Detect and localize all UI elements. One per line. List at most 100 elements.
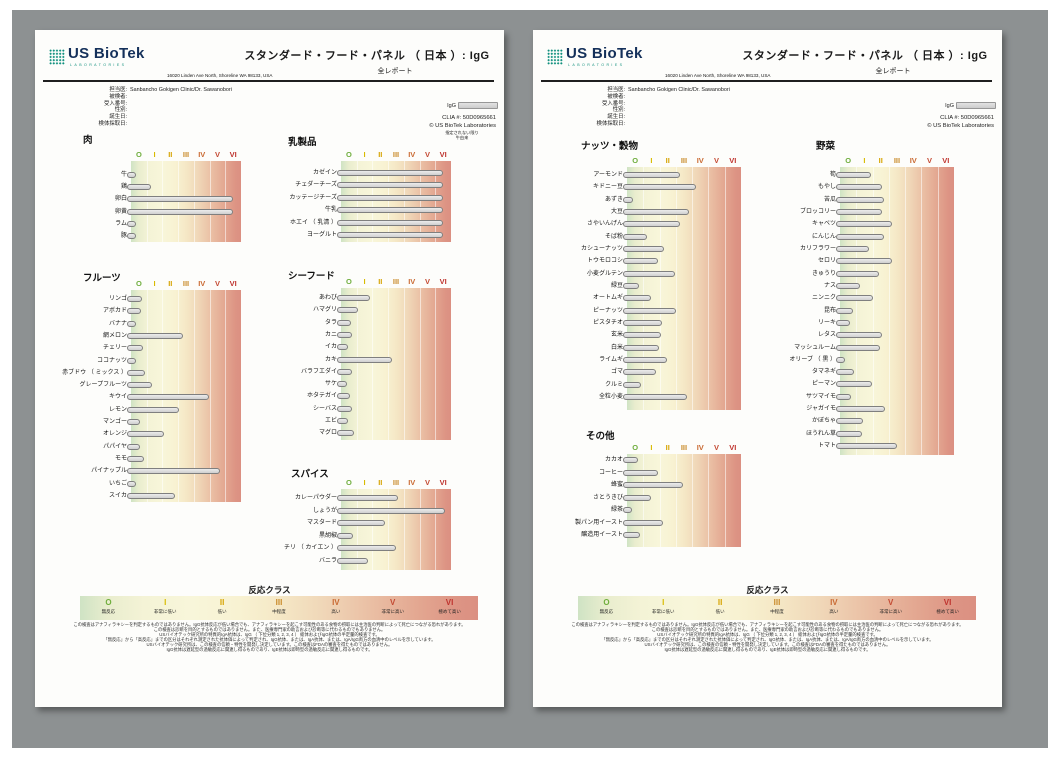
scale-letter: III (893, 156, 901, 165)
value-bar (127, 369, 145, 376)
scale-letter: II (665, 156, 670, 165)
value-bar (836, 319, 851, 326)
row-label: ハマグリ (312, 307, 337, 314)
value-bar (127, 196, 233, 203)
value-bar (623, 381, 642, 388)
scale-letter: O (135, 150, 142, 159)
value-bar (337, 430, 354, 437)
field-label: 検体採取日: (98, 120, 127, 127)
section-title: フルーツ (83, 273, 121, 284)
row-label: ブロッコリー (799, 209, 836, 215)
scale-header: O I II III IV V VI (131, 279, 241, 288)
disclaimer-line: IgG抗体は遅延型の過敏反応に関連し得るものであり、IgE抗体は即時型の過敏反応… (664, 647, 871, 652)
row-label: キドニー豆 (592, 184, 623, 191)
grid-line (921, 167, 923, 455)
scale-header: O I II III IV V VI (840, 156, 954, 165)
scale-letter: V (424, 478, 430, 487)
value-bar (337, 319, 351, 326)
value-bar (836, 443, 897, 449)
reaction-numeral: II (219, 598, 225, 607)
scale-letter: II (878, 156, 883, 165)
row-label: スイカ (108, 492, 127, 499)
value-bar (127, 394, 210, 401)
row-label: ナス (823, 282, 836, 289)
value-bar (623, 532, 640, 538)
reaction-class-cell: III 中程度 (749, 596, 806, 620)
grid-line (193, 161, 195, 242)
clia-number: CLIA #: 50D0965661 (940, 115, 994, 121)
row-label: パイナップル (91, 468, 127, 475)
row-label: キャベツ (811, 221, 836, 228)
value-bar (623, 494, 652, 501)
value-bar (127, 296, 143, 302)
value-bar (127, 468, 221, 475)
plot-area (341, 489, 451, 570)
grid-line (435, 489, 437, 570)
reaction-label: 高い (829, 609, 839, 614)
reaction-class-cell: V 非常に高い (364, 596, 421, 620)
scale-letter: I (363, 277, 366, 286)
reaction-numeral: III (275, 598, 283, 607)
row-label: あずき (604, 196, 623, 203)
field-value: Sanbancho Gokigen Clinic/Dr. Sawanobori (628, 87, 730, 93)
row-label: トウモロコシ (586, 258, 623, 265)
row-label: カゼイン (312, 170, 337, 176)
reaction-numeral: O (105, 598, 112, 607)
value-bar (623, 233, 647, 240)
value-bar (836, 233, 885, 240)
row-label: ヨーグルト (306, 232, 337, 238)
disclaimer-line: この検査はアナフィラキシーを判定するものではありません。IgG抗体反応が低い場合… (73, 622, 466, 627)
reaction-class-cell: VI 極めて高い (421, 596, 478, 620)
scale-letter: O (632, 443, 639, 452)
value-bar (836, 282, 860, 289)
reaction-class-cell: III 中程度 (251, 596, 308, 620)
row-label: 大豆 (610, 209, 623, 215)
scale-header: O I II III IV V VI (131, 150, 241, 159)
dairy-note: 指定されない限り 牛由来 (430, 130, 494, 141)
scale-letter: V (424, 277, 430, 286)
value-bar (127, 480, 136, 487)
disclaimer-line: この検査は診断を目的とするものではありません。また、医療専門家の助言および診断等… (651, 627, 884, 632)
field-row: 検体採取日: (35, 121, 232, 128)
field-row: 誕生日: (533, 114, 730, 121)
scale-letter: IV (408, 478, 416, 487)
copyright: © US BioTek Laboratories (429, 123, 496, 129)
row-label: カリフラワー (799, 245, 836, 252)
scale-letter: O (345, 277, 352, 286)
value-bar (337, 368, 352, 375)
reaction-label: 無反応 (599, 609, 614, 614)
field-row: 検体採取日: (533, 121, 730, 128)
value-bar (836, 356, 845, 363)
grid-line (178, 290, 180, 502)
reaction-numeral: II (717, 598, 723, 607)
row-label: シーバス (313, 405, 337, 412)
reaction-label: 中程度 (770, 609, 784, 614)
row-label: オートムギ (592, 295, 623, 302)
section-title: 野菜 (816, 141, 836, 152)
row-label: 筍 (829, 172, 836, 178)
grid-line (419, 161, 421, 242)
scale-letter: V (214, 279, 220, 288)
row-label: そば粉 (604, 233, 623, 240)
brand-sub-label: LABORATORIES (70, 63, 127, 67)
row-label: 緑豆 (610, 283, 623, 289)
field-row: 受入番号: (533, 101, 730, 108)
value-bar (836, 258, 892, 265)
grid-line (372, 288, 374, 440)
value-bar (127, 332, 184, 339)
row-label: ほうれん草 (805, 430, 836, 437)
brand-dots-icon (49, 49, 65, 65)
value-bar (623, 457, 638, 463)
value-bar (127, 184, 151, 191)
scale-header: O I II III IV V VI (341, 277, 451, 286)
row-label: 牛 (120, 172, 127, 178)
scale-letter: IV (198, 150, 206, 159)
value-bar (127, 172, 136, 178)
value-bar (836, 295, 873, 302)
igg-sample-label: IgG (945, 102, 954, 109)
grid-line (403, 288, 405, 440)
row-label: 全粒小麦 (598, 393, 623, 400)
scale-letter: O (345, 150, 352, 159)
value-bar (623, 246, 665, 252)
row-label: セロリ (817, 258, 836, 265)
